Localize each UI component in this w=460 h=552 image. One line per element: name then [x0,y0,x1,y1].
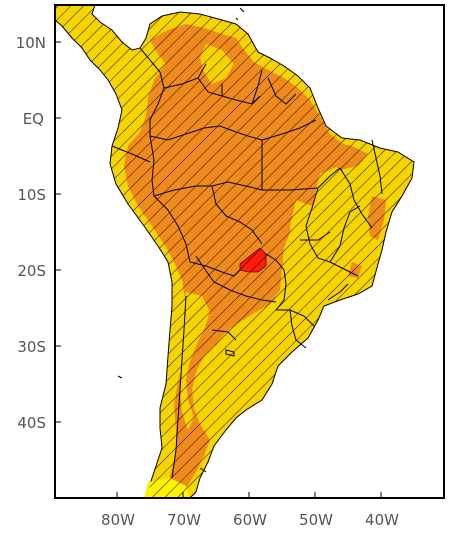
island-marks [117,7,245,473]
tick-marks [55,41,382,498]
country-borders [111,47,383,479]
lat-label-30s: 30S [17,338,46,356]
lon-label-60w: 60W [233,511,267,529]
lon-label-70w: 70W [167,511,201,529]
lon-label-80w: 80W [101,511,135,529]
lon-label-50w: 50W [299,511,333,529]
lat-label-10n: 10N [16,34,46,52]
lon-label-40w: 40W [365,511,399,529]
lat-label-10s: 10S [17,186,46,204]
lat-label-20s: 20S [17,262,46,280]
hatch-overlay [55,5,414,498]
lat-label-eq: EQ [23,110,44,128]
lat-label-40s: 40S [17,414,46,432]
